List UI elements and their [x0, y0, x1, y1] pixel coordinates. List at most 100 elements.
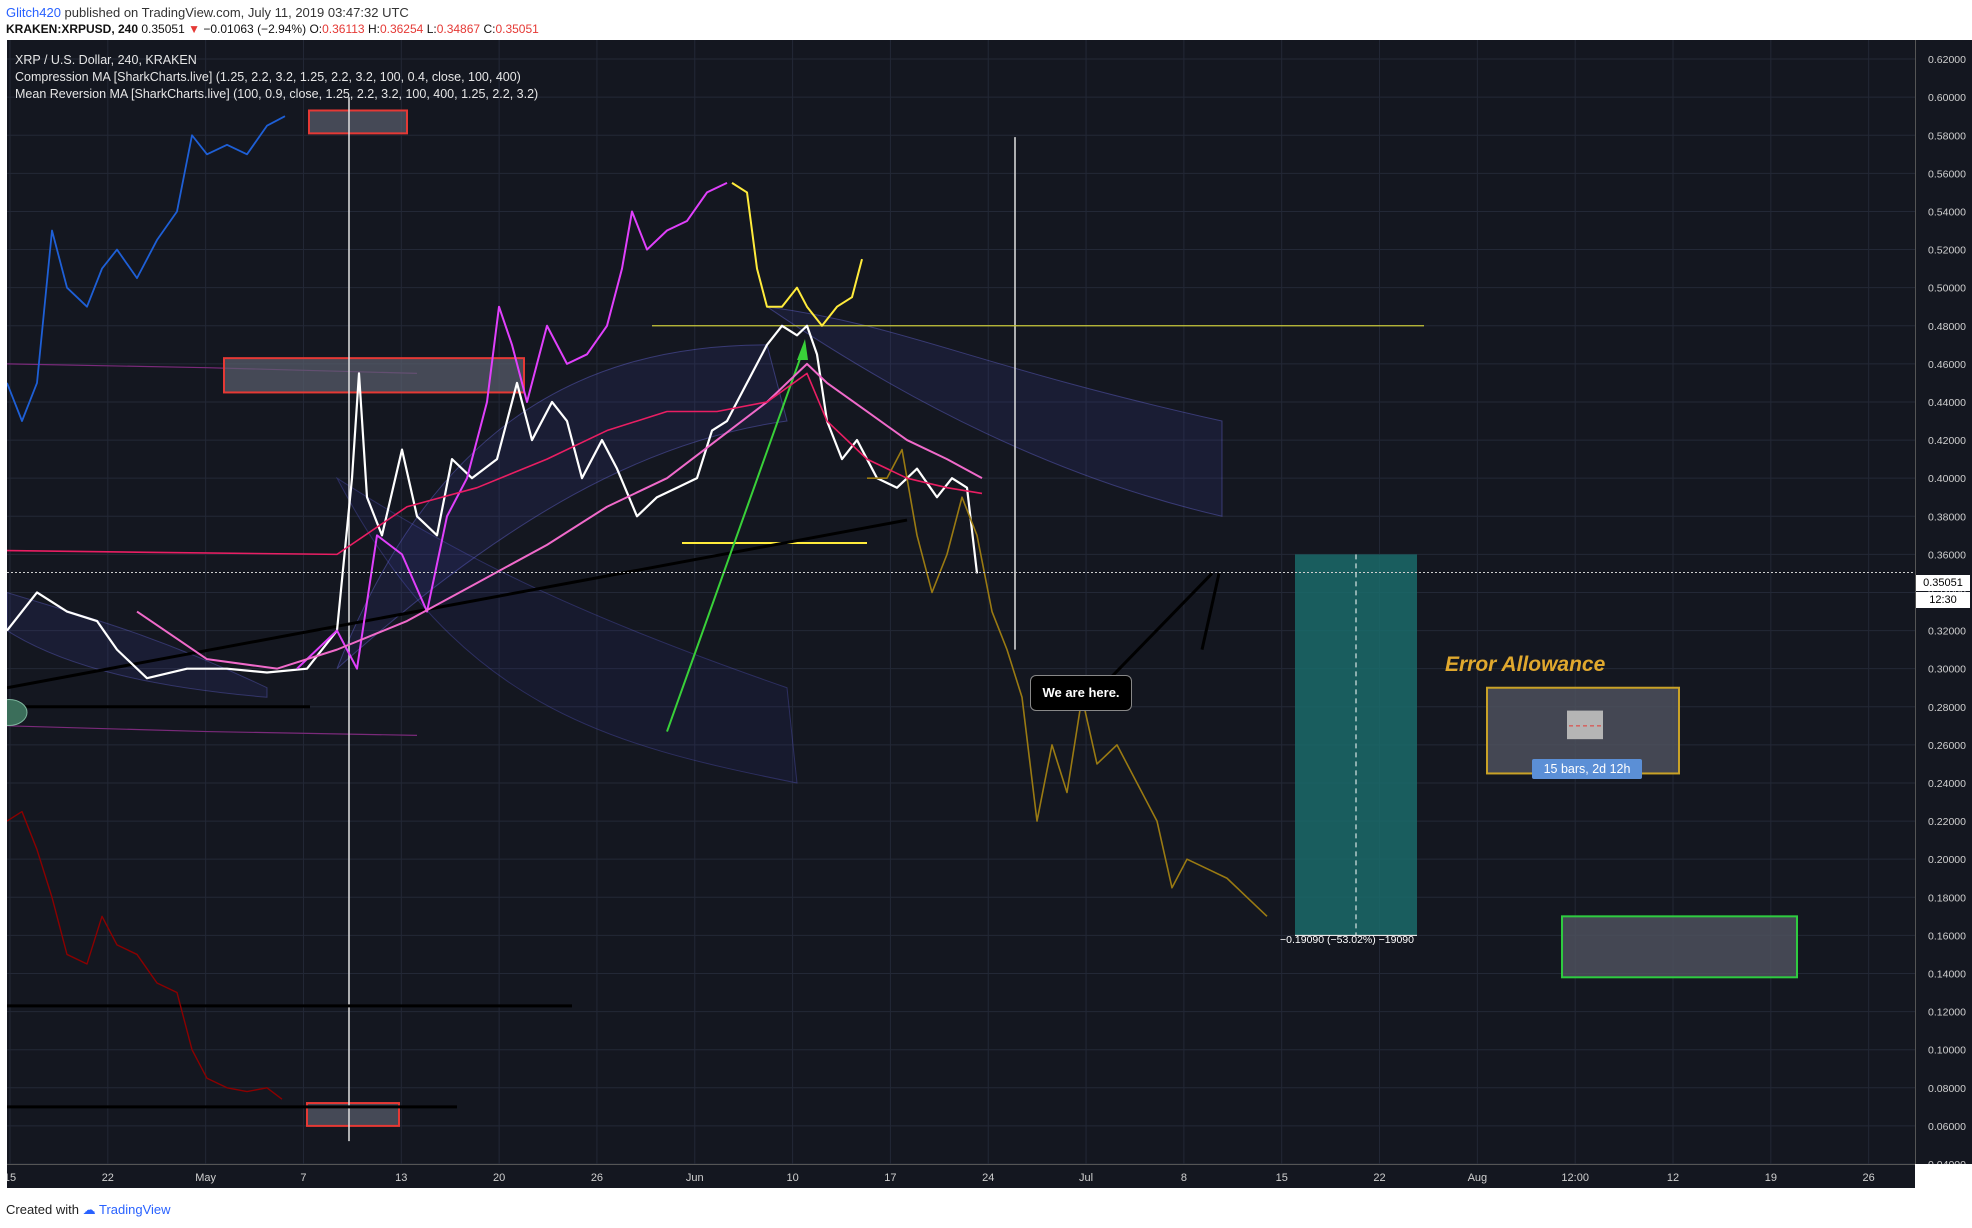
- magenta-series[interactable]: [296, 181, 728, 670]
- price-range-label[interactable]: −0.19090 (−53.02%) −19090: [1280, 934, 1414, 946]
- x-tick-label: 13: [395, 1172, 407, 1184]
- time-axis-labels: 15 22 May 7 13 20 26 Jun 10 17 24 Jul 8 15 22 Aug 12:00 1…: [4, 1172, 1875, 1184]
- y-tick-label: 0.46000: [1928, 359, 1966, 371]
- x-tick-label: 7: [300, 1172, 306, 1184]
- series-lines: [6, 115, 1268, 1100]
- green-ellipse: [0, 698, 28, 726]
- legend-compression-ma[interactable]: Compression MA [SharkCharts.live] (1.25,…: [15, 70, 521, 84]
- header-bar: Glitch420 published on TradingView.com, …: [0, 0, 1972, 40]
- y-tick-label: 0.32000: [1928, 626, 1966, 638]
- drawings: [0, 97, 1798, 1142]
- y-tick-label: 0.50000: [1928, 283, 1966, 295]
- author-link[interactable]: Glitch420: [6, 5, 61, 20]
- green-arrow[interactable]: [666, 344, 806, 732]
- y-tick-label: 0.40000: [1928, 473, 1966, 485]
- blue-series[interactable]: [6, 115, 286, 422]
- change: −0.01063 (−2.94%): [203, 22, 307, 36]
- legend-mean-reversion-ma[interactable]: Mean Reversion MA [SharkCharts.live] (10…: [15, 87, 539, 101]
- x-tick-label: 12:00: [1561, 1172, 1589, 1184]
- ma-pink-line[interactable]: [136, 362, 983, 670]
- x-tick-label: 22: [1373, 1172, 1385, 1184]
- price-axis-labels: 0.62000 0.60000 0.58000 0.56000 0.54000 0.520…: [1928, 54, 1966, 1171]
- green-arrow-head: [797, 339, 808, 361]
- purple-ma-line-low: [6, 725, 418, 736]
- x-tick-label: 26: [1863, 1172, 1875, 1184]
- bars-range-box: [1567, 710, 1603, 740]
- x-tick-label: Jul: [1079, 1172, 1093, 1184]
- x-tick-label: 24: [982, 1172, 994, 1184]
- y-tick-label: 0.28000: [1928, 702, 1966, 714]
- x-tick-label: 26: [591, 1172, 603, 1184]
- tradingview-logo-icon[interactable]: ☁: [82, 1202, 96, 1217]
- y-tick-label: 0.10000: [1928, 1045, 1966, 1057]
- created-text: Created with: [6, 1202, 79, 1217]
- red-box-bottom[interactable]: [306, 1102, 400, 1127]
- bars-range-label[interactable]: 15 bars, 2d 12h: [1532, 759, 1642, 779]
- y-tick-label: 0.62000: [1928, 54, 1966, 66]
- low-value: 0.34867: [436, 22, 481, 36]
- close-label: C:: [483, 22, 496, 36]
- open-value: 0.36113: [322, 22, 365, 36]
- publish-text: published on TradingView.com, July 11, 2…: [64, 5, 409, 20]
- y-tick-label: 0.36000: [1928, 549, 1966, 561]
- y-tick-label: 0.44000: [1928, 397, 1966, 409]
- y-tick-label: 0.38000: [1928, 511, 1966, 523]
- yellow-series[interactable]: [731, 182, 863, 327]
- projection-series[interactable]: [867, 448, 1268, 917]
- publish-line: Glitch420 published on TradingView.com, …: [6, 5, 409, 20]
- y-tick-label: 0.22000: [1928, 816, 1966, 828]
- black-trendline[interactable]: [6, 518, 908, 690]
- red-box-top[interactable]: [308, 109, 408, 135]
- left-margin: [0, 40, 7, 1188]
- price-series[interactable]: [6, 324, 979, 680]
- footer-bar: Created with ☁ TradingView: [0, 1188, 1972, 1228]
- y-tick-label: 0.58000: [1928, 130, 1966, 142]
- symbol: KRAKEN:XRPUSD, 240: [6, 22, 139, 36]
- bar-countdown-tag: 12:30: [1916, 592, 1970, 608]
- red-box-mid[interactable]: [223, 357, 525, 394]
- ohlc-line: KRAKEN:XRPUSD, 240 0.35051 ▼ −0.01063 (−…: [6, 22, 539, 36]
- y-tick-label: 0.30000: [1928, 664, 1966, 676]
- y-tick-label: 0.14000: [1928, 968, 1966, 980]
- error-allowance-label[interactable]: Error Allowance: [1445, 653, 1606, 676]
- y-tick-label: 0.04000: [1928, 1159, 1966, 1164]
- ma-bands: [6, 306, 1223, 784]
- y-tick-label: 0.42000: [1928, 435, 1966, 447]
- x-tick-label: 19: [1765, 1172, 1777, 1184]
- y-tick-label: 0.48000: [1928, 321, 1966, 333]
- y-tick-label: 0.56000: [1928, 168, 1966, 180]
- close-value: 0.35051: [495, 22, 539, 36]
- y-tick-label: 0.54000: [1928, 206, 1966, 218]
- y-tick-label: 0.06000: [1928, 1121, 1966, 1133]
- callout-pointer: [1200, 573, 1221, 650]
- x-tick-label: Aug: [1468, 1172, 1488, 1184]
- x-tick-label: 10: [786, 1172, 798, 1184]
- low-label: L:: [426, 22, 437, 36]
- x-tick-label: May: [195, 1172, 216, 1184]
- high-value: 0.36254: [379, 22, 424, 36]
- current-price-tag: 0.35051: [1916, 575, 1970, 591]
- down-triangle-icon: ▼: [188, 22, 200, 36]
- indicator-legend: XRP / U.S. Dollar, 240, KRAKEN Compressi…: [15, 52, 538, 103]
- y-tick-label: 0.20000: [1928, 854, 1966, 866]
- tradingview-brand[interactable]: TradingView: [99, 1202, 171, 1217]
- y-tick-label: 0.08000: [1928, 1083, 1966, 1095]
- dark-red-series[interactable]: [6, 810, 283, 1100]
- target-zone[interactable]: [1561, 915, 1798, 979]
- y-tick-label: 0.18000: [1928, 892, 1966, 904]
- legend-symbol[interactable]: XRP / U.S. Dollar, 240, KRAKEN: [15, 53, 197, 67]
- time-axis[interactable]: 15 22 May 7 13 20 26 Jun 10 17 24 Jul 8 15 22 Aug 12:00 1…: [4, 1164, 1915, 1189]
- open-label: O:: [309, 22, 323, 36]
- price-chart[interactable]: [0, 40, 1915, 1165]
- x-tick-label: 8: [1181, 1172, 1187, 1184]
- y-tick-label: 0.16000: [1928, 930, 1966, 942]
- x-tick-label: 15: [1276, 1172, 1288, 1184]
- created-with: Created with ☁ TradingView: [6, 1202, 171, 1218]
- lower-band: [335, 476, 798, 784]
- x-tick-label: 22: [102, 1172, 114, 1184]
- plot-area[interactable]: [0, 40, 1915, 1165]
- we-are-here-callout[interactable]: We are here.: [1030, 675, 1132, 711]
- ma-red-line[interactable]: [6, 372, 983, 556]
- grid: [7, 40, 1915, 1165]
- x-tick-label: 15: [7, 1172, 16, 1184]
